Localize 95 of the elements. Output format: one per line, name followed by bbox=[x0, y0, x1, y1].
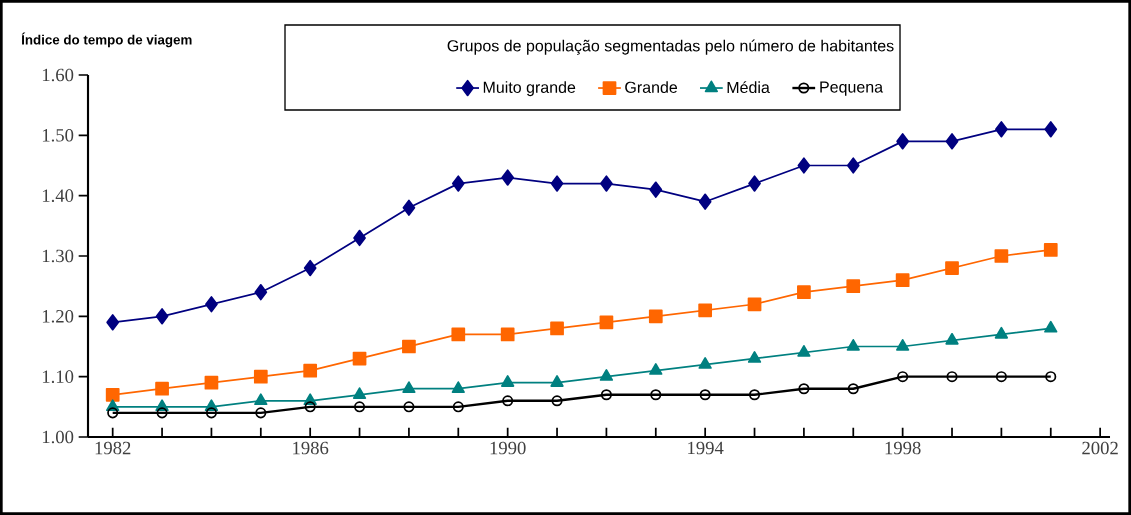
point bbox=[994, 326, 1009, 339]
point bbox=[107, 407, 119, 419]
point bbox=[402, 199, 416, 216]
point bbox=[896, 338, 910, 351]
point bbox=[994, 249, 1009, 263]
point bbox=[402, 381, 416, 393]
point bbox=[303, 363, 318, 378]
point bbox=[798, 383, 810, 395]
x-tick-label: 1998 bbox=[885, 441, 921, 455]
x-tick-label: 1986 bbox=[293, 441, 329, 455]
point bbox=[205, 407, 217, 419]
y-tick-label: 1.50 bbox=[42, 128, 74, 142]
point bbox=[600, 175, 613, 192]
point bbox=[550, 375, 564, 387]
point bbox=[403, 401, 415, 413]
point bbox=[354, 401, 366, 413]
point bbox=[254, 393, 268, 405]
point bbox=[599, 315, 614, 330]
point bbox=[599, 369, 614, 381]
y-tick-label: 1.00 bbox=[42, 430, 74, 444]
point bbox=[698, 357, 712, 369]
point bbox=[1045, 371, 1057, 383]
point bbox=[895, 273, 910, 287]
legend-label: Grande bbox=[625, 81, 678, 93]
y-tick-label: 1.10 bbox=[42, 370, 74, 384]
x-tick-label: 1982 bbox=[95, 441, 131, 455]
point bbox=[106, 314, 120, 331]
point bbox=[452, 401, 464, 413]
point bbox=[896, 133, 910, 150]
y-tick-label: 1.40 bbox=[42, 189, 74, 203]
point bbox=[747, 297, 762, 312]
point bbox=[451, 381, 465, 393]
y-tick-label: 1.20 bbox=[42, 309, 74, 323]
point bbox=[846, 157, 860, 174]
point bbox=[402, 339, 416, 354]
point bbox=[451, 175, 465, 192]
point bbox=[205, 296, 218, 313]
point bbox=[254, 283, 268, 301]
point bbox=[303, 259, 317, 277]
point bbox=[501, 375, 515, 387]
point bbox=[797, 285, 811, 300]
point bbox=[945, 261, 959, 275]
point bbox=[748, 175, 761, 192]
point bbox=[797, 157, 811, 174]
point bbox=[649, 181, 663, 198]
point bbox=[649, 363, 663, 375]
point bbox=[1044, 121, 1058, 138]
point bbox=[797, 345, 811, 357]
point bbox=[253, 369, 268, 384]
point bbox=[255, 407, 267, 419]
point bbox=[897, 371, 909, 383]
point bbox=[699, 389, 711, 401]
point bbox=[105, 387, 120, 402]
point bbox=[1043, 243, 1058, 257]
point bbox=[550, 175, 564, 192]
legend-title: Grupos de população segmentadas pelo número de habitantes bbox=[447, 39, 894, 55]
point bbox=[847, 383, 859, 395]
point bbox=[502, 395, 514, 407]
point bbox=[995, 121, 1008, 138]
point bbox=[846, 338, 860, 351]
y-tick-label: 1.30 bbox=[42, 249, 74, 263]
point bbox=[204, 375, 219, 390]
point bbox=[352, 351, 367, 366]
y-tick-label: 1.60 bbox=[42, 68, 74, 82]
point bbox=[650, 389, 662, 401]
point bbox=[648, 309, 663, 324]
x-tick-label: 1990 bbox=[490, 441, 526, 455]
point bbox=[353, 229, 366, 247]
point bbox=[304, 401, 316, 413]
point bbox=[155, 381, 169, 396]
point bbox=[1044, 320, 1058, 333]
point bbox=[846, 279, 861, 294]
point bbox=[551, 395, 563, 407]
point bbox=[600, 389, 612, 401]
point bbox=[451, 327, 466, 342]
point bbox=[156, 407, 168, 419]
point bbox=[352, 387, 367, 399]
legend-label: Muito grande bbox=[483, 81, 576, 97]
point bbox=[698, 193, 712, 210]
point bbox=[995, 371, 1007, 383]
point bbox=[945, 133, 959, 150]
point bbox=[945, 332, 959, 345]
point bbox=[946, 371, 958, 383]
point bbox=[748, 389, 761, 401]
point bbox=[747, 351, 762, 363]
x-tick-label: 2002 bbox=[1082, 441, 1118, 455]
point bbox=[500, 327, 515, 342]
legend-label: Média bbox=[727, 81, 770, 94]
y-axis-title: Índice do tempo de viagem bbox=[21, 32, 192, 48]
point bbox=[550, 321, 564, 336]
point bbox=[501, 169, 515, 186]
x-tick-label: 1994 bbox=[688, 441, 724, 455]
legend-label: Pequena bbox=[820, 81, 884, 96]
point bbox=[155, 308, 169, 325]
point bbox=[698, 303, 713, 318]
